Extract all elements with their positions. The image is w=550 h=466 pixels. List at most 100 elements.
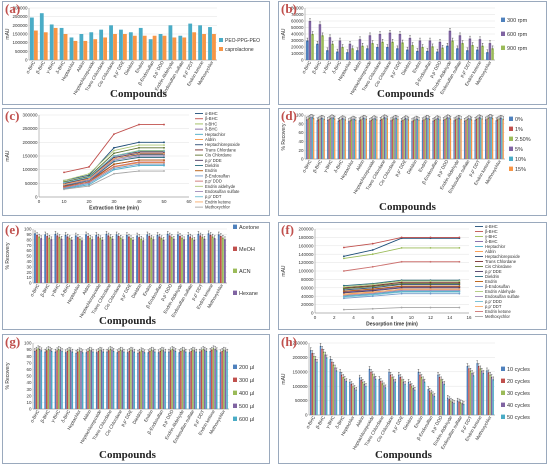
data-point [342,286,345,288]
bar [152,239,155,283]
y-tick-label: 200000 [292,355,308,360]
data-point [163,164,165,167]
bar [74,235,77,283]
bar [132,35,137,60]
data-point [88,178,90,180]
bar [199,235,202,283]
bar [335,370,338,415]
bar [127,236,130,283]
legend-swatch [233,246,237,251]
bar [458,35,462,60]
bar [95,352,98,409]
bar [46,236,49,283]
bar [331,361,333,415]
data-point [458,292,461,295]
bar [211,236,214,283]
bar [423,381,426,415]
panel-label: (d) [281,108,297,123]
bar [411,45,414,60]
legend-entry: 600 rpm [507,32,528,38]
bar [307,118,309,159]
bar [138,237,141,283]
bar [183,239,185,283]
x-tick-label: δ-BHC [55,59,67,74]
bar [466,366,469,415]
bar [376,47,379,60]
x-axis-label: Desorption time (min) [366,322,418,328]
x-tick-label: γ-BHC [321,59,332,74]
data-point [342,257,345,260]
bar [327,119,329,159]
y-tick-label: 0 [29,281,32,286]
bar [356,50,359,60]
bar [344,379,346,415]
legend-swatch [501,378,505,383]
bar [73,40,78,60]
bar [115,234,118,283]
data-point [163,159,165,161]
x-tick-label: δ-BHC [331,59,343,74]
bar [89,237,92,283]
bar [211,349,213,409]
legend-entry: PEO-PPG-PEO [225,38,260,44]
bar [314,358,317,415]
y-tick-label: 250000 [292,341,308,346]
y-tick-label: 300000 [22,113,38,118]
data-point [371,307,374,310]
data-point [371,285,374,288]
bar [411,121,413,159]
bar [319,118,321,159]
bar [492,118,494,159]
y-tick-label: 50 [26,254,32,259]
y-tick-label: 150000 [12,32,28,37]
bar [54,351,57,409]
bar [183,350,185,409]
data-point [113,172,115,175]
bar [209,234,212,283]
bar [419,374,421,415]
bar [489,374,491,415]
bar [40,238,43,283]
bar [59,27,64,60]
bar [374,118,377,159]
legend-swatch [233,268,237,273]
bar [216,350,218,409]
bar [205,350,208,409]
bar [226,351,228,409]
bar [164,351,166,409]
x-tick-label: α-BHC [29,282,41,297]
legend-entry: Dieldrin [485,274,500,279]
data-point [400,247,403,249]
legend-entry: Methoxychlor [485,314,511,319]
series-line [343,247,460,259]
legend-swatch [501,402,505,407]
legend-entry: 15% [515,167,526,173]
bar [381,41,384,60]
x-axis-caption: Compounds [110,88,167,100]
bar [322,118,324,159]
x-axis-caption: Compounds [375,449,432,461]
bar [190,350,192,409]
panel-f: (f) 0 20000 40000 60000 80000 100000 120000 140… [278,222,547,330]
legend-entry: Trans Chlordane [485,259,517,264]
data-point [429,291,432,293]
bar [388,371,390,415]
legend-entry: Heptachlor [485,244,506,249]
x-tick-label: γ-BHC [323,158,334,173]
bar [201,237,204,283]
bar [313,118,315,159]
y-axis-label: mAU [281,28,287,40]
bar [433,395,436,415]
y-tick-label: 40 [26,380,32,385]
bar [316,120,318,159]
bar [428,118,431,159]
bar [436,118,438,159]
bar [406,118,408,159]
bar [487,117,490,159]
bar [142,35,147,60]
bar [423,119,425,159]
bar [166,233,169,283]
bar [138,351,141,409]
bar [441,47,444,60]
bar [162,239,165,283]
